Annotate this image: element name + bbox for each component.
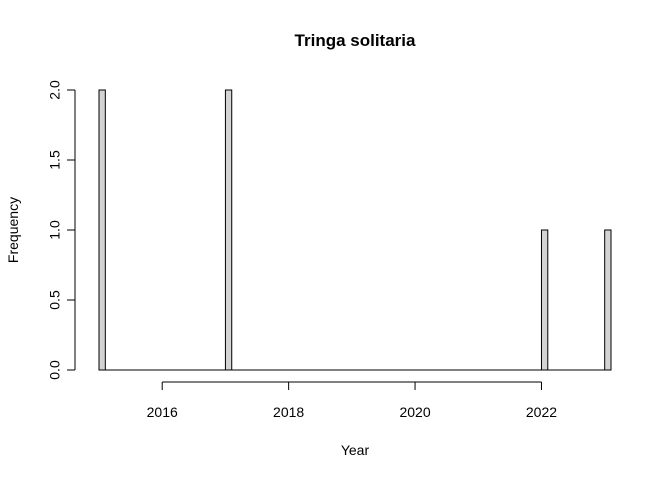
y-tick-label-0.5: 0.5 <box>47 290 63 310</box>
chart-title: Tringa solitaria <box>295 31 416 50</box>
y-tick-label-0.0: 0.0 <box>47 360 63 380</box>
x-tick-label-2020: 2020 <box>399 404 430 420</box>
x-axis-label: Year <box>341 442 370 458</box>
y-tick-label-1.0: 1.0 <box>47 220 63 240</box>
bar-2022 <box>540 229 549 371</box>
y-tick-label-1.5: 1.5 <box>47 150 63 170</box>
bar-2015 <box>98 89 106 371</box>
y-tick-label-2.0: 2.0 <box>47 80 63 100</box>
y-axis: 0.0 0.5 1.0 1.5 2.0 <box>47 80 76 380</box>
x-axis: 2016 2018 2020 2022 <box>147 381 557 420</box>
x-tick-label-2018: 2018 <box>273 404 304 420</box>
bars-layer <box>98 89 612 371</box>
x-tick-label-2016: 2016 <box>147 404 178 420</box>
y-axis-label: Frequency <box>5 197 21 263</box>
bar-2023 <box>604 229 612 371</box>
x-tick-label-2022: 2022 <box>526 404 557 420</box>
bar-2017 <box>224 89 233 371</box>
